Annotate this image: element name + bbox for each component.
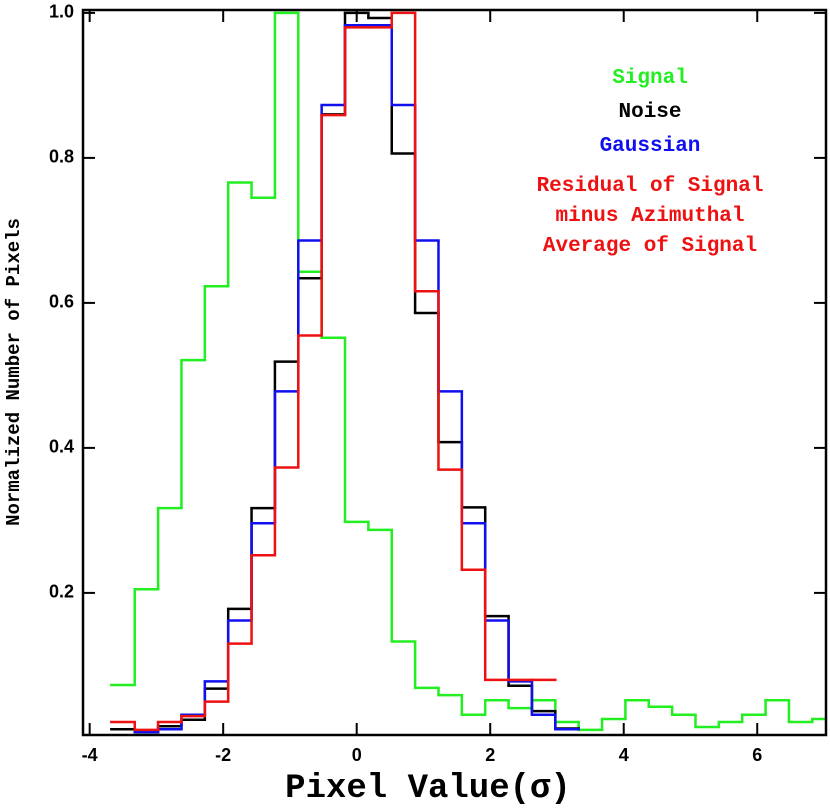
legend-entry: Noise	[618, 101, 682, 124]
x-axis-label: Pixel Value(σ)	[285, 770, 571, 808]
x-tick-label: 0	[352, 745, 362, 765]
legend-entry: Residual of Signal minus Azimuthal Avera…	[536, 175, 764, 258]
legend-entry: Signal	[612, 67, 688, 90]
plot-frame	[81, 8, 828, 737]
y-tick-label: 0.6	[49, 292, 74, 312]
y-tick-label: 1.0	[49, 2, 74, 22]
x-tick-label: 2	[485, 745, 495, 765]
x-tick-label: 6	[752, 745, 762, 765]
y-tick-label: 0.4	[49, 437, 74, 457]
legend-entry: Gaussian	[599, 135, 701, 158]
y-tick-label: 0.8	[49, 147, 74, 167]
plot-area	[110, 11, 826, 734]
y-axis-label: Normalized Number of Pixels	[3, 218, 25, 526]
y-tick-label: 0.2	[49, 582, 74, 602]
x-tick-label: -4	[82, 745, 98, 765]
x-tick-label: -2	[215, 745, 231, 765]
x-tick-label: 4	[619, 745, 629, 765]
